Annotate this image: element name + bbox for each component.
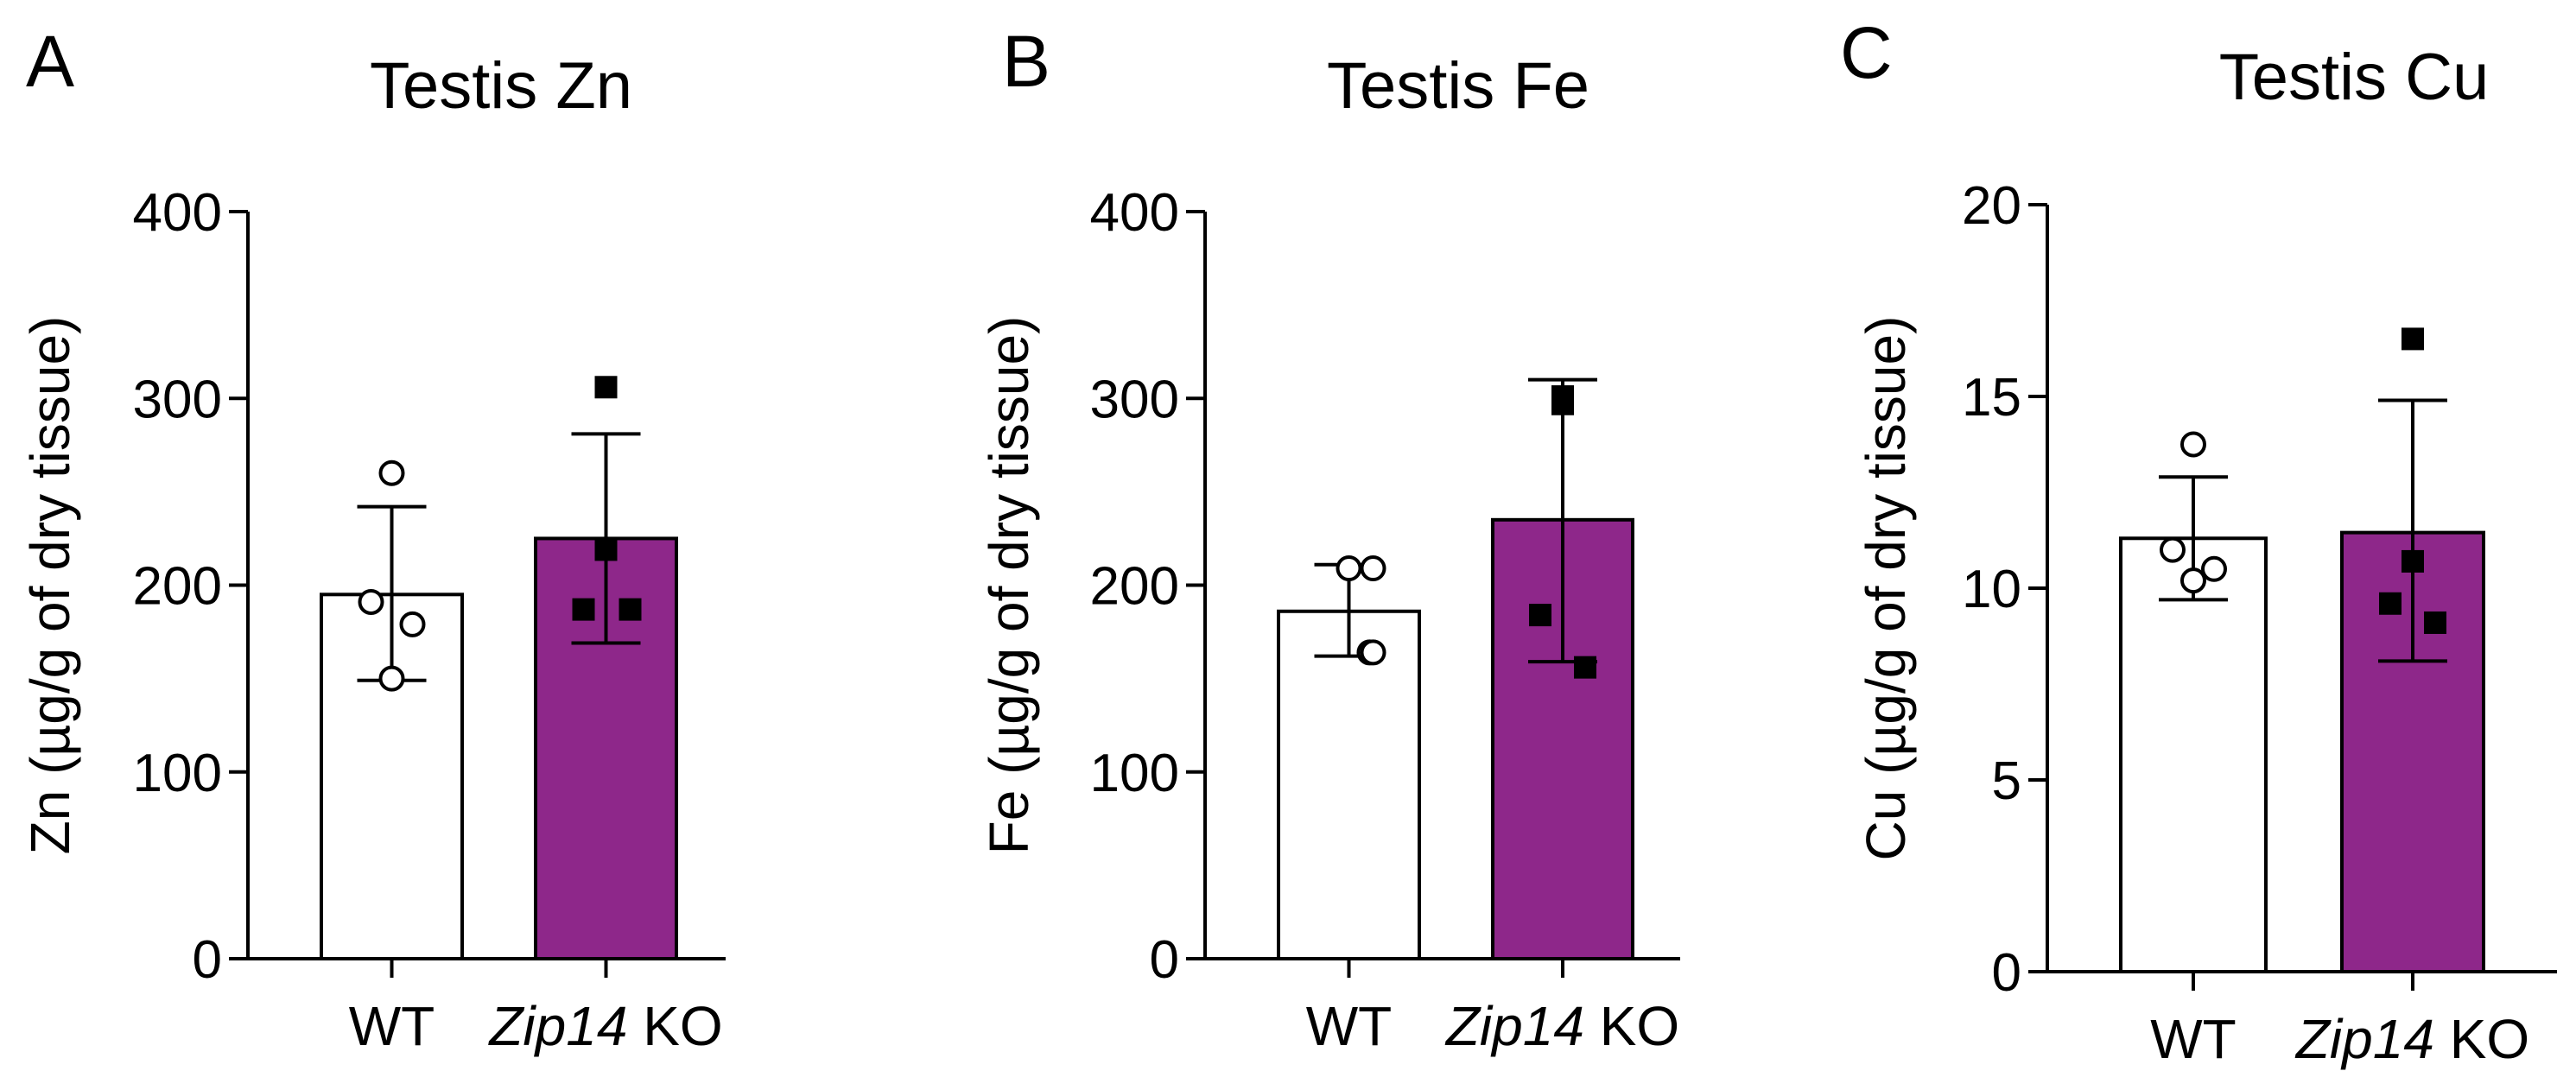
data-point-wt (1360, 555, 1386, 582)
panel-b: B Testis Fe Fe (µg/g of dry tissue) 0 100 200… (978, 21, 1680, 1057)
data-point-wt (358, 588, 384, 615)
data-point-wt (399, 611, 426, 637)
data-point-ko (1551, 385, 1574, 409)
category-plain-part: KO (627, 995, 722, 1057)
data-point-ko (594, 376, 618, 399)
y-tick-label: 100 (1090, 744, 1179, 803)
category-plain-part: WT (349, 995, 435, 1057)
category-plain-part: WT (2150, 1008, 2237, 1070)
data-point-ko (2424, 611, 2446, 634)
data-point-wt (2201, 555, 2227, 582)
data-point-ko (619, 598, 642, 621)
panel-c: C Testis Cu Cu (µg/g of dry tissue) 0 5 10 15 2… (1840, 12, 2557, 1070)
y-tick-label: 0 (1992, 943, 2021, 1003)
category-plain-part: KO (2434, 1008, 2529, 1070)
y-tick-label: 400 (1090, 183, 1179, 243)
data-point-ko (1529, 604, 1551, 627)
data-point-ko (2402, 327, 2424, 351)
y-tick-label: 5 (1992, 751, 2021, 811)
y-tick-label: 300 (133, 370, 222, 429)
x-category-label: WT (2150, 1008, 2237, 1070)
data-point-ko (572, 598, 595, 621)
data-point-wt (1360, 639, 1386, 666)
y-tick-label: 200 (133, 557, 222, 617)
x-category-label: Zip14 KO (2294, 1008, 2529, 1070)
data-point-wt (2160, 536, 2186, 563)
category-italic-part: Zip14 (2294, 1008, 2434, 1070)
y-tick-label: 400 (133, 183, 222, 243)
category-italic-part: Zip14 (487, 995, 627, 1057)
chart-title: Testis Cu (2219, 41, 2490, 114)
data-point-wt (378, 665, 405, 692)
y-tick-label: 0 (1150, 930, 1179, 990)
y-tick-label: 20 (1962, 176, 2021, 236)
data-point-ko (2379, 592, 2402, 615)
data-point-ko (594, 538, 618, 561)
panel-letter: B (1002, 21, 1050, 102)
x-category-label: Zip14 KO (487, 995, 722, 1057)
chart-title: Testis Fe (1327, 49, 1589, 123)
y-tick-label: 200 (1090, 557, 1179, 617)
y-axis-label: Cu (µg/g of dry tissue) (1855, 316, 1917, 861)
bar-wt (1277, 609, 1421, 961)
chart-title: Testis Zn (370, 49, 632, 123)
y-tick-label: 300 (1090, 370, 1179, 429)
data-point-wt (2180, 567, 2206, 594)
data-point-ko (2402, 549, 2424, 573)
y-axis-label: Fe (µg/g of dry tissue) (978, 316, 1040, 855)
bar-wt (2119, 536, 2268, 974)
panel-letter: C (1840, 12, 1893, 93)
category-plain-part: KO (1584, 995, 1679, 1057)
data-point-wt (1336, 555, 1362, 582)
y-tick-label: 15 (1962, 368, 2021, 428)
panel-letter: A (26, 21, 74, 102)
category-italic-part: Zip14 (1444, 995, 1584, 1057)
x-category-label: WT (349, 995, 435, 1057)
panel-a: A Testis Zn Zn (µg/g of dry tissue) 0 100 200… (19, 21, 726, 1057)
y-axis-label: Zn (µg/g of dry tissue) (19, 316, 81, 855)
x-category-label: Zip14 KO (1444, 995, 1679, 1057)
data-point-ko (1574, 656, 1596, 679)
x-category-label: WT (1306, 995, 1393, 1057)
y-tick-label: 0 (193, 930, 222, 990)
y-tick-label: 10 (1962, 560, 2021, 619)
y-tick-label: 100 (133, 744, 222, 803)
data-point-wt (2180, 431, 2206, 458)
category-plain-part: WT (1306, 995, 1393, 1057)
data-point-wt (378, 459, 405, 486)
